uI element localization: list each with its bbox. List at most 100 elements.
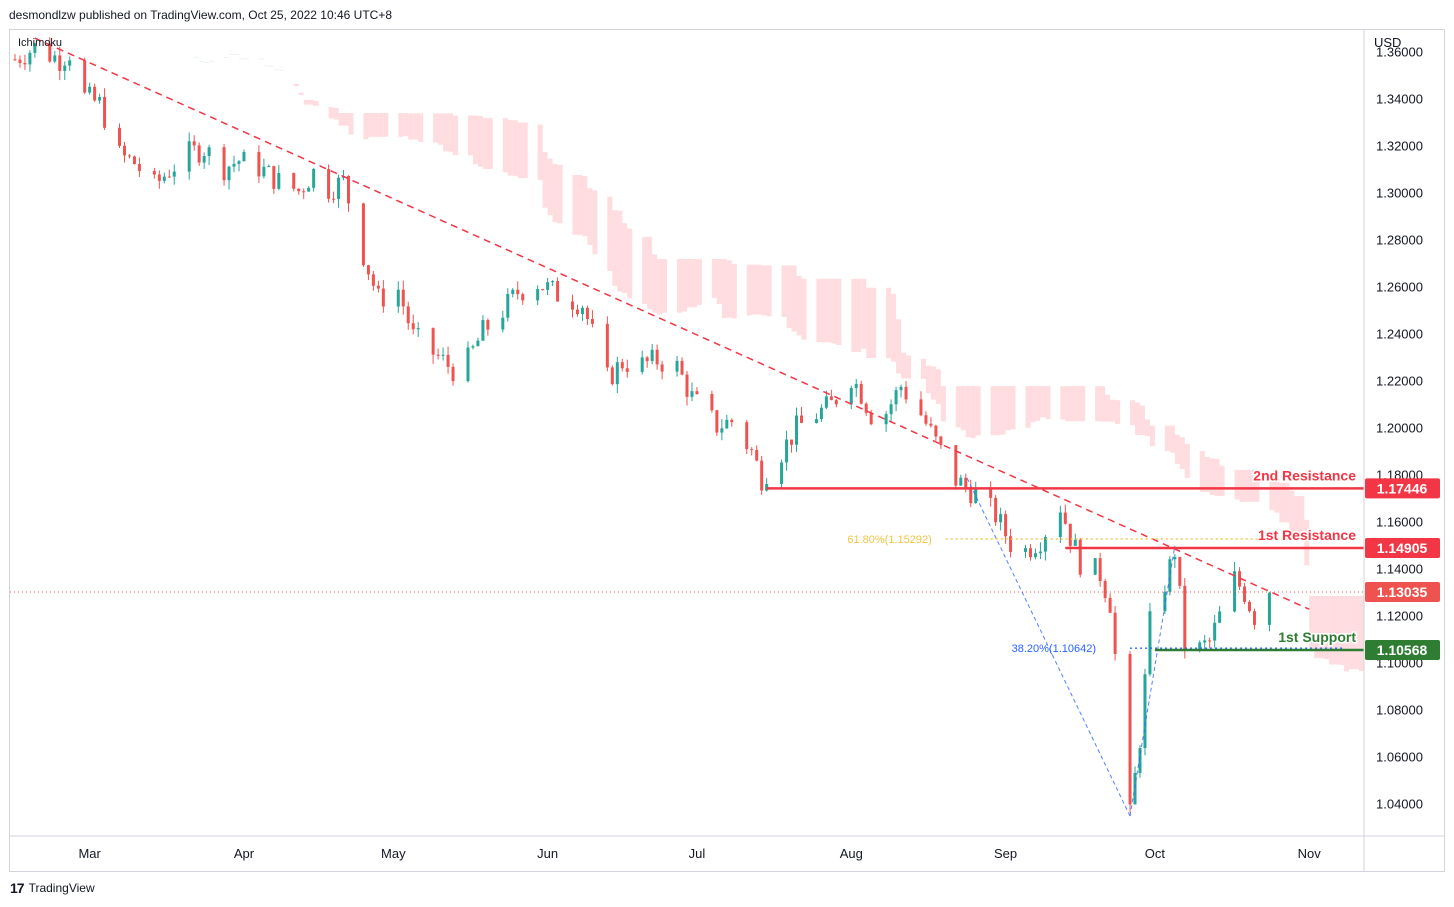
cloud-segment [243,58,249,60]
candle-body [605,323,609,368]
cloud-segment [373,113,379,137]
candle-body [307,187,311,192]
candle-body [501,317,505,330]
cloud-segment [413,113,419,140]
time-axis: Mar Apr May Jun Jul Aug Sep Oct Nov [78,846,1321,861]
cloud-segment [920,358,926,379]
cloud-segment [751,264,757,315]
cloud-segment [403,113,409,137]
candle-body [1063,512,1067,524]
tradingview-logo-icon[interactable]: 17 [10,880,25,896]
cloud-segment [502,118,508,173]
candle-body [994,497,998,523]
candle-body [122,145,126,156]
cloud-segment [1100,386,1106,422]
price-tick-label: 1.06000 [1376,749,1423,764]
candle-body [506,294,510,318]
fib-swing-line[interactable] [965,475,1131,817]
candle-body [695,391,699,394]
indicator-label[interactable]: Ichimoku [18,37,62,49]
candle-body [989,488,993,498]
candle-body [780,462,784,485]
candle-body [615,362,619,385]
candle-body [556,281,560,302]
cloud-segment [552,164,558,223]
cloud-segment [716,259,722,305]
cloud-segment [234,54,239,55]
candle-body [222,147,226,181]
candle-body [625,368,629,372]
cloud-segment [1309,595,1315,649]
candle-body [1068,523,1072,546]
cloud-segment [766,265,772,317]
cloud-segment [1349,595,1360,670]
cloud-segment [1065,386,1071,422]
candle-body [1173,556,1177,560]
cloud-segment [487,118,493,170]
cloud-segment [1080,386,1086,422]
cloud-segment [886,287,892,359]
cloud-segment [995,386,1001,436]
cloud-segment [1269,478,1275,511]
cloud-segment [1010,386,1016,430]
cloud-segment [1249,469,1255,502]
cloud-segment [965,386,971,438]
cloud-segment [960,386,966,431]
cloud-segment [368,113,374,137]
downtrend-line[interactable] [34,37,1310,610]
cloud-segment [204,62,210,63]
cloud-segment [238,58,244,60]
candle-body [302,191,306,193]
cloud-segment [343,113,349,126]
cloud-segment [836,278,842,346]
fib-swing-line[interactable] [1129,545,1176,817]
candle-body [1103,581,1107,598]
cloud-segment [975,386,981,436]
time-tick-label: Aug [840,846,863,861]
price-tick-label: 1.32000 [1376,138,1423,153]
candle-body [93,86,97,101]
time-tick-label: Nov [1298,846,1322,861]
cloud-segment [1304,519,1310,566]
cloud-segment [278,70,284,71]
time-tick-label: Jul [689,846,706,861]
price-axis: 1.36000 1.34000 1.32000 1.30000 1.28000 1.260… [1365,44,1440,811]
cloud-segment [756,264,762,315]
candle-body [172,171,176,177]
candle-body [132,156,136,165]
price-tick-label: 1.24000 [1376,326,1423,341]
cloud-segment [1025,386,1031,428]
candle-body [297,188,301,192]
candle-body [202,156,206,163]
candle-body [1033,553,1037,558]
candle-body [63,65,67,72]
candle-body [795,415,799,445]
candle-body [232,163,236,167]
candle-body [790,439,794,445]
candle-body [167,176,171,178]
cloud-segment [821,278,827,343]
candle-body [1073,539,1077,546]
candle-body [859,383,863,404]
cloud-segment [1289,490,1295,532]
candle-body [1163,591,1167,612]
candle-body [262,166,266,177]
cloud-segment [1095,386,1101,422]
candle-body [411,323,415,330]
candle-body [1218,611,1222,623]
cloud-segment [1204,456,1210,493]
candle-body [546,282,550,290]
candle-body [645,357,649,362]
candle-body [1133,772,1137,805]
candle-body [585,307,589,320]
price-tick-label: 1.04000 [1376,796,1423,811]
candle-body [1038,551,1042,554]
cloud-segment [627,228,633,299]
candle-body [242,151,246,162]
candle-body [1108,597,1112,613]
candle-body [441,354,445,356]
footer-brand[interactable]: TradingView [28,881,95,895]
candle-body [929,423,933,426]
publisher-line: desmondlzw published on TradingView.com,… [9,8,393,22]
